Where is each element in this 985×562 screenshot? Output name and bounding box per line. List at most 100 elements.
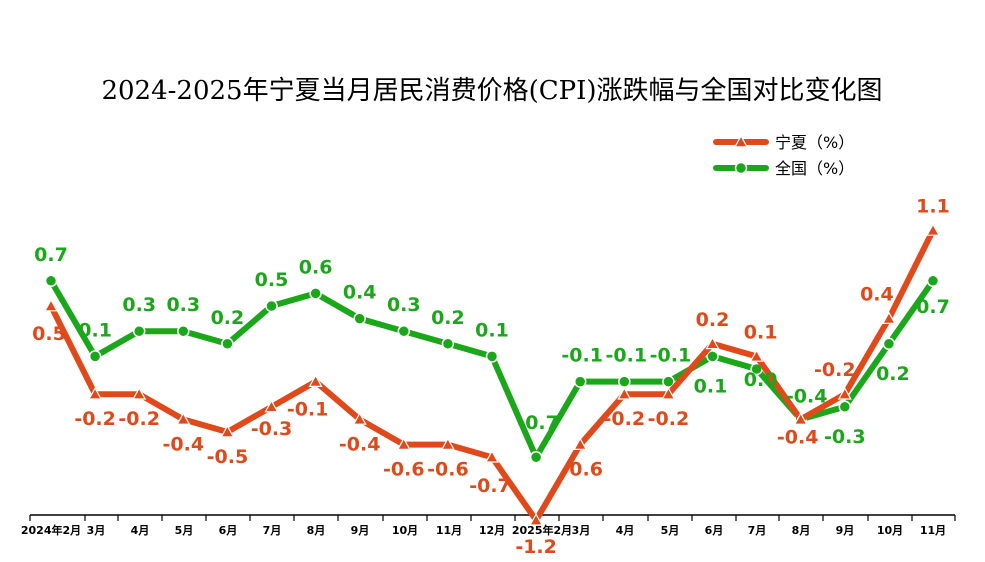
data-label: 0.2 bbox=[696, 309, 730, 331]
data-point bbox=[573, 437, 588, 450]
data-label: -0.6 bbox=[383, 459, 425, 481]
x-tick-label: 8月 bbox=[307, 524, 326, 537]
data-point bbox=[925, 223, 941, 236]
legend-marker bbox=[733, 134, 749, 148]
data-point bbox=[308, 374, 323, 387]
x-tick-label: 4月 bbox=[616, 524, 635, 537]
data-label: -0.7 bbox=[469, 475, 511, 497]
data-point bbox=[352, 412, 367, 425]
legend-item-ningxia: 宁夏（%） bbox=[713, 133, 854, 152]
data-point bbox=[618, 375, 631, 388]
data-label: 0.7 bbox=[34, 244, 68, 266]
data-label: -0.3 bbox=[251, 418, 293, 440]
legend: 宁夏（%） 全国（%） bbox=[713, 133, 854, 178]
x-tick-label: 3月 bbox=[87, 524, 106, 537]
data-label: 0.0 bbox=[744, 369, 778, 391]
x-tick-label: 7月 bbox=[263, 524, 282, 537]
data-label: -0.2 bbox=[604, 408, 646, 430]
data-point bbox=[617, 386, 632, 400]
x-tick-label: 5月 bbox=[661, 524, 680, 537]
data-point bbox=[573, 375, 587, 388]
data-point bbox=[838, 400, 852, 414]
x-tick-label: 12月 bbox=[479, 524, 505, 537]
x-tick-label: 4月 bbox=[131, 524, 150, 537]
data-label: -0.6 bbox=[427, 459, 469, 481]
data-point bbox=[882, 337, 896, 351]
data-point bbox=[529, 450, 543, 464]
data-label: -0.2 bbox=[648, 408, 690, 430]
data-label: 0.2 bbox=[876, 363, 910, 385]
data-point bbox=[397, 324, 411, 338]
data-label: 0.6 bbox=[299, 256, 333, 278]
x-tick-label: 5月 bbox=[175, 524, 194, 537]
x-tick-label: 8月 bbox=[792, 524, 811, 537]
x-tick-label: 7月 bbox=[748, 524, 767, 537]
data-label: 0.4 bbox=[343, 282, 377, 304]
data-point bbox=[265, 299, 278, 313]
data-label: -0.2 bbox=[814, 359, 856, 381]
data-point bbox=[177, 324, 190, 338]
data-point bbox=[132, 324, 146, 338]
data-label: 0.2 bbox=[211, 307, 245, 329]
data-point bbox=[705, 336, 720, 350]
data-point bbox=[837, 386, 852, 400]
data-point bbox=[88, 350, 102, 363]
data-point bbox=[749, 349, 764, 362]
data-label: -0.3 bbox=[824, 426, 866, 448]
data-label: -0.1 bbox=[606, 345, 648, 367]
data-point bbox=[881, 311, 896, 324]
data-point bbox=[440, 437, 455, 450]
data-label: -1.2 bbox=[515, 536, 557, 558]
x-tick-label: 9月 bbox=[836, 524, 855, 537]
data-point bbox=[88, 386, 103, 400]
data-point bbox=[926, 274, 940, 288]
x-tick-label: 3月 bbox=[572, 524, 591, 537]
data-label: -0.4 bbox=[777, 426, 819, 448]
data-label: -0.5 bbox=[207, 446, 249, 468]
data-label: -0.6 bbox=[561, 459, 603, 481]
series-ningxia bbox=[43, 223, 941, 526]
x-tick-label: 6月 bbox=[219, 524, 238, 537]
data-point bbox=[44, 274, 58, 288]
data-label: 0.1 bbox=[78, 319, 112, 341]
x-tick-label: 6月 bbox=[705, 524, 724, 537]
x-tick-label: 10月 bbox=[877, 524, 903, 537]
data-point bbox=[309, 287, 322, 300]
x-tick-label: 2024年2月 bbox=[21, 523, 81, 537]
x-tick-label: 10月 bbox=[392, 524, 418, 537]
x-axis: 2024年2月 3月 4月 5月 6月 7月 8月 9月 10月 11月 12月 2025年2月 3月 4… bbox=[21, 514, 956, 537]
x-tick-label: 11月 bbox=[920, 524, 946, 537]
data-label: 0.5 bbox=[32, 323, 66, 345]
x-tick-label: 2025年2月 bbox=[512, 523, 572, 537]
x-tick-label: 9月 bbox=[351, 524, 370, 537]
data-label: 0.1 bbox=[694, 375, 728, 397]
chart-title: 2024-2025年宁夏当月居民消费价格(CPI)涨跌幅与全国对比变化图 bbox=[101, 76, 882, 106]
data-label: -0.2 bbox=[74, 408, 116, 430]
data-point bbox=[176, 412, 191, 425]
data-label: -0.1 bbox=[287, 399, 329, 421]
data-point bbox=[264, 399, 279, 413]
legend-label: 全国（%） bbox=[775, 159, 854, 178]
data-label: 0.3 bbox=[166, 294, 200, 316]
data-label: 1.1 bbox=[916, 195, 950, 217]
data-point bbox=[484, 449, 500, 463]
data-label: -0.1 bbox=[650, 345, 692, 367]
legend-label: 宁夏（%） bbox=[775, 133, 854, 152]
data-label: 0.7 bbox=[916, 296, 950, 318]
data-labels: 0.70.10.3 0.30.20.50.60.40.30.20.1-0.7-0.… bbox=[32, 195, 950, 558]
data-point bbox=[529, 512, 544, 526]
data-point bbox=[220, 424, 235, 438]
data-label: -0.4 bbox=[786, 385, 828, 407]
data-label: -0.4 bbox=[339, 433, 381, 455]
data-label: -0.4 bbox=[163, 433, 205, 455]
data-point bbox=[132, 386, 147, 400]
data-label: -0.2 bbox=[118, 408, 160, 430]
data-label: -0.7 bbox=[517, 412, 559, 434]
x-tick-label: 11月 bbox=[436, 524, 462, 537]
data-label: -0.1 bbox=[561, 345, 603, 367]
data-point bbox=[706, 350, 719, 363]
data-label: 0.1 bbox=[744, 321, 778, 343]
data-point bbox=[441, 337, 455, 351]
data-label: 0.5 bbox=[255, 269, 289, 291]
series-layer bbox=[43, 223, 941, 526]
